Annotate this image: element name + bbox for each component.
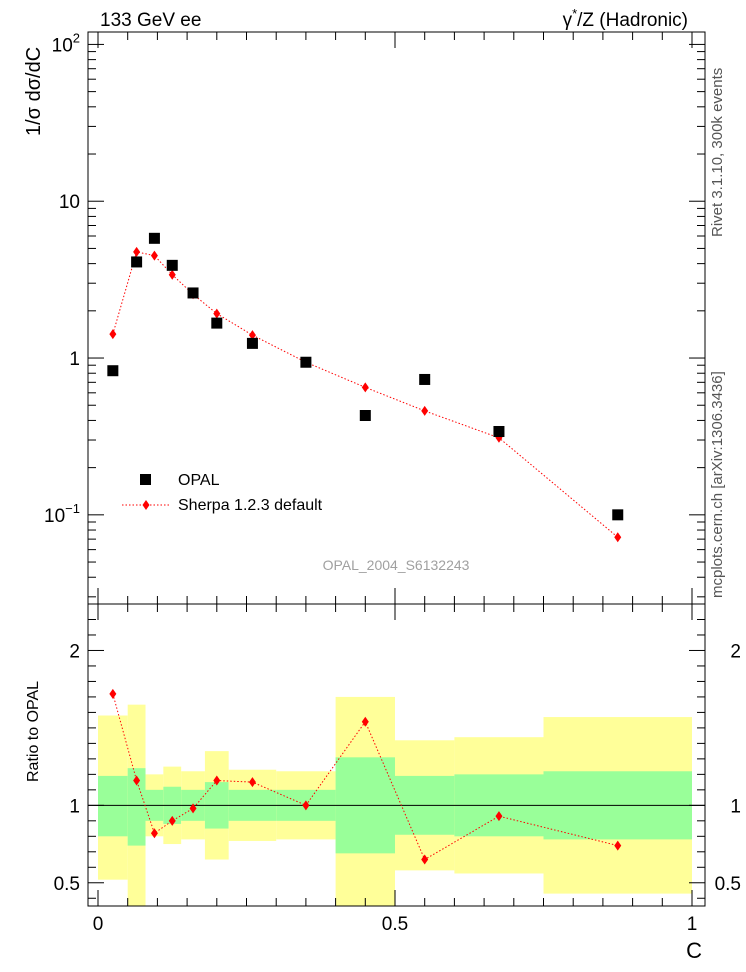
main-ytick-label: 102: [52, 30, 80, 56]
ratio-point: [168, 815, 176, 826]
opal-data-point: [300, 356, 312, 368]
ratio-axes: 0.5 0.5 1 1 2 2 0 0.5 1: [54, 604, 741, 935]
main-ytick-label-base: 10: [52, 35, 73, 56]
ratio-band-inner: [98, 775, 128, 837]
ratio-bands-group: [98, 696, 692, 906]
opal-data-point: [131, 256, 143, 268]
header-left: 133 GeV ee: [100, 10, 201, 31]
ratio-plot-panel: 0.5 0.5 1 1 2 2 0 0.5 1: [54, 603, 741, 935]
ratio-line: [112, 693, 618, 861]
opal-data-point: [612, 509, 624, 521]
ratio-ylabel: Ratio to OPAL: [25, 681, 42, 782]
sherpa-point: [614, 532, 622, 543]
header-right-suffix: /Z (Hadronic): [577, 10, 688, 31]
ratio-ytick-label-left: 1: [69, 796, 80, 817]
main-ytick-label: 1: [69, 349, 80, 370]
sherpa-point: [168, 269, 176, 280]
ratio-point: [421, 854, 429, 865]
ratio-point: [614, 840, 622, 851]
sherpa-point: [421, 405, 429, 416]
ratio-point: [248, 777, 256, 788]
header-right-gamma: γ: [563, 10, 573, 31]
ratio-frame: [87, 603, 706, 907]
sherpa-point: [361, 382, 369, 393]
opal-data-point: [148, 232, 160, 244]
main-ytick-label-base: 10: [59, 192, 80, 213]
rivet-version-label: Rivet 3.1.10, 300k events: [709, 68, 726, 237]
header-right: γ*/Z (Hadronic): [563, 6, 688, 31]
ratio-ytick-label-right: 0.5: [715, 874, 741, 895]
legend-entry-sherpa: Sherpa 1.2.3 default: [122, 497, 323, 514]
header-right-star: *: [572, 6, 577, 21]
ratio-ytick-label-left: 2: [69, 641, 80, 662]
ratio-point: [302, 800, 310, 811]
legend-label-sherpa: Sherpa 1.2.3 default: [178, 497, 323, 514]
main-ytick-label-base: 1: [69, 349, 80, 370]
ratio-ytick-label-left: 0.5: [54, 874, 80, 895]
opal-data-point: [166, 259, 178, 271]
analysis-label: OPAL_2004_S6132243: [323, 557, 470, 573]
ratio-point: [150, 828, 158, 839]
legend-label-opal: OPAL: [178, 472, 220, 489]
ratio-point: [109, 688, 117, 699]
ratio-curve-group: [109, 688, 622, 865]
ratio-point: [495, 811, 503, 822]
legend-marker-sherpa: [142, 500, 150, 510]
opal-data-point: [187, 287, 199, 299]
sherpa-point: [150, 250, 158, 261]
opal-data-point: [246, 337, 258, 349]
opal-data-point: [211, 317, 223, 329]
main-ytick-label-base: 10: [44, 506, 65, 527]
opal-data-point: [359, 410, 371, 422]
ratio-xtick-label: 0: [93, 914, 104, 935]
ratio-point: [189, 803, 197, 814]
legend-entry-opal: OPAL: [140, 472, 220, 489]
ratio-xtick-label: 0.5: [382, 914, 408, 935]
legend-marker-opal: [140, 474, 151, 485]
sherpa-point: [133, 246, 141, 257]
sherpa-point: [213, 308, 221, 319]
ratio-band-inner: [127, 768, 146, 846]
ratio-xtick-label: 1: [687, 914, 698, 935]
opal-data-point: [493, 425, 505, 437]
main-ytick-label-exponent: 2: [73, 30, 80, 45]
ratio-xlabel: C: [686, 938, 702, 963]
main-ylabel: 1/σ dσ/dC: [23, 47, 45, 136]
mcplots-label: mcplots.cern.ch [arXiv:1306.3436]: [709, 371, 726, 598]
data-points-group: [107, 232, 624, 521]
sherpa-point: [109, 329, 117, 340]
ratio-point: [213, 775, 221, 786]
opal-data-point: [419, 373, 431, 385]
sherpa-point: [248, 330, 256, 341]
ratio-point: [133, 775, 141, 786]
opal-data-point: [107, 365, 119, 377]
main-ytick-label-exponent: −1: [65, 501, 80, 516]
legend: OPAL Sherpa 1.2.3 default: [122, 472, 323, 514]
main-ytick-label: 10: [59, 192, 80, 213]
ratio-ytick-label-right: 1: [730, 796, 741, 817]
ratio-point: [361, 716, 369, 727]
main-ytick-label: 10−1: [44, 501, 80, 527]
ratio-ytick-label-right: 2: [730, 641, 741, 662]
